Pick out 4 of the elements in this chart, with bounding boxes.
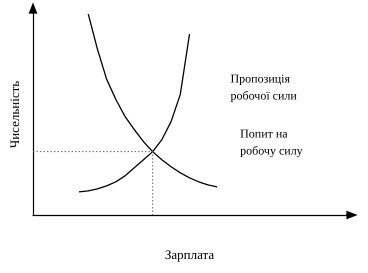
text: Пропозиція робочої сили xyxy=(230,72,298,103)
text: Попит на робочу силу xyxy=(240,126,303,158)
x-axis-title: Зарплата xyxy=(164,247,214,262)
y-axis-title: Чисельність xyxy=(7,80,22,148)
